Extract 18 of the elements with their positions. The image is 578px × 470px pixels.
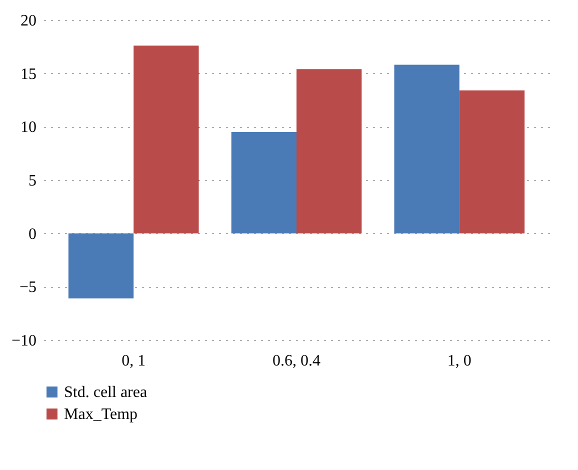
y-tick-label: 20 — [20, 12, 36, 30]
y-tick-label: 5 — [28, 172, 36, 190]
bar — [459, 90, 525, 234]
y-tick-label: −5 — [19, 279, 36, 296]
y-tick-label: −10 — [11, 332, 36, 350]
bar — [394, 64, 460, 234]
bar — [296, 69, 362, 234]
x-tick-label: 0.6, 0.4 — [272, 352, 320, 370]
bar — [231, 132, 296, 234]
y-tick-label: 0 — [28, 226, 36, 243]
y-tick-label: 15 — [20, 66, 36, 83]
bar — [68, 233, 134, 298]
bar — [134, 46, 199, 234]
x-tick-label: 1, 0 — [447, 352, 472, 370]
legend-label: Max_Temp — [64, 406, 138, 423]
x-tick-label: 0, 1 — [122, 352, 146, 370]
legend-label: Std. cell area — [64, 384, 148, 401]
y-tick-label: 10 — [20, 119, 36, 136]
